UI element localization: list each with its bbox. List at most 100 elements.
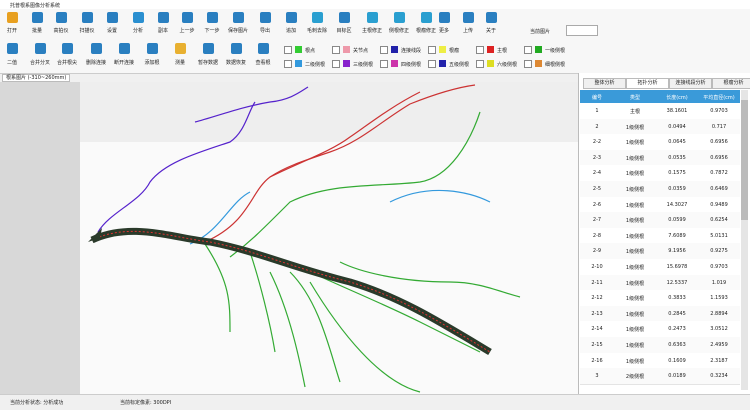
toolbar-button[interactable]: 高拍仪 <box>51 10 71 38</box>
table-row[interactable]: 2-2 1级侧根 0.0645 0.6956 <box>580 134 740 151</box>
table-row[interactable]: 2-7 1级侧根 0.0599 0.6254 <box>580 212 740 229</box>
root-image <box>80 82 578 394</box>
table-row[interactable]: 2-6 1级侧根 14.3027 0.9489 <box>580 196 740 214</box>
toolbar-icon <box>463 12 474 23</box>
status-dpi: 当前标定像素: 300DPI <box>120 400 172 406</box>
table-cell: 0.0535 <box>668 154 686 161</box>
legend-item[interactable]: 四级侧根 <box>380 59 426 68</box>
table-row[interactable]: 2-13 1级侧根 0.2845 2.8894 <box>580 305 740 323</box>
toolbar-icon <box>91 43 102 54</box>
table-cell: 0.0359 <box>668 186 686 192</box>
toolbar-button[interactable]: 主根修正 <box>362 10 382 38</box>
legend-item[interactable]: 关节点 <box>332 45 378 54</box>
toolbar-icon <box>258 43 269 54</box>
toolbar-button[interactable]: 目标区 <box>334 10 354 38</box>
panel-tab[interactable]: 根瘤分析 <box>712 78 750 89</box>
toolbar-button[interactable]: 合并分叉 <box>28 40 52 68</box>
table-row[interactable]: 3 2级侧根 0.0189 0.3234 <box>580 368 740 385</box>
checkbox <box>284 46 292 54</box>
legend-item[interactable]: 五级侧根 <box>428 59 474 68</box>
table-row[interactable]: 2-11 1级侧根 12.5337 1.019 <box>580 274 740 292</box>
toolbar-button[interactable]: 下一步 <box>202 10 222 38</box>
scrollbar[interactable] <box>741 90 748 390</box>
legend-swatch <box>295 60 302 67</box>
checkbox <box>332 46 340 54</box>
table-row[interactable]: 2-14 1级侧根 0.2473 3.0512 <box>580 321 740 338</box>
toolbar-icon <box>182 12 193 23</box>
toolbar-button[interactable]: 设置 <box>102 10 122 38</box>
panel-tab[interactable]: 拓扑分析 <box>626 78 669 89</box>
toolbar-label: 合并根尖 <box>56 60 77 66</box>
table-body: 1 主根 38.1601 0.9703 2 1级侧根 0.0494 0.717 2-2 1级侧根 0… <box>580 103 740 393</box>
toolbar-icon <box>312 12 323 23</box>
toolbar-label: 扫描仪 <box>79 28 95 34</box>
toolbar-button[interactable]: 分析 <box>128 10 148 38</box>
legend-swatch <box>487 60 494 67</box>
legend-item[interactable]: 六级侧根 <box>476 59 522 68</box>
toolbar-button[interactable]: 追加 <box>281 10 301 38</box>
legend-label: 一级侧根 <box>545 48 566 54</box>
table-cell: 2级侧根 <box>625 374 645 381</box>
toolbar-button[interactable]: 暂存数据 <box>196 40 220 68</box>
table-row[interactable]: 2-4 1级侧根 0.1575 0.7872 <box>580 165 740 182</box>
table-row[interactable]: 2-3 1级侧根 0.0535 0.6956 <box>580 149 740 167</box>
panel-tab[interactable]: 整体分析 <box>583 78 626 89</box>
toolbar-button[interactable]: 添加根 <box>140 40 164 68</box>
table-cell: 0.0645 <box>668 139 686 146</box>
image-tab[interactable]: 根系图片 (-310~260mm) <box>2 74 71 82</box>
toolbar-button[interactable]: 导出 <box>255 10 275 38</box>
table-row[interactable]: 1 主根 38.1601 0.9703 <box>580 103 740 120</box>
toolbar-button[interactable]: 上一步 <box>177 10 197 38</box>
toolbar-button[interactable]: 保存图片 <box>228 10 248 38</box>
toolbar-button[interactable]: 删除连接 <box>84 40 108 68</box>
toolbar-button[interactable]: 断开连接 <box>112 40 136 68</box>
toolbar-button[interactable]: 更多 <box>434 10 454 38</box>
toolbar-button[interactable]: 关于 <box>481 10 501 38</box>
table-cell: 2-3 <box>592 154 602 161</box>
table-cell: 7.6089 <box>668 232 686 239</box>
toolbar-label: 暂存数据 <box>197 60 218 66</box>
panel-tabs: 整体分析 拓扑分析 连接线段分析 根瘤分析 <box>579 78 750 89</box>
table-row[interactable]: 2-9 1级侧根 9.1956 0.9275 <box>580 243 740 260</box>
toolbar-button[interactable]: 扫描仪 <box>77 10 97 38</box>
table-row[interactable]: 2-8 1级侧根 7.6089 5.0131 <box>580 227 740 245</box>
legend-item[interactable]: 二级侧根 <box>284 59 330 68</box>
toolbar-button[interactable]: 批量 <box>27 10 47 38</box>
legend-item[interactable]: 主根 <box>476 45 522 54</box>
legend-item[interactable]: 细根侧根 <box>524 59 570 68</box>
legend-label: 根点 <box>305 48 316 54</box>
toolbar-button[interactable]: 数据恢复 <box>224 40 248 68</box>
table-cell: 0.9703 <box>710 108 728 114</box>
table-cell: 2-15 <box>591 342 603 348</box>
table-row[interactable]: 2 1级侧根 0.0494 0.717 <box>580 118 740 136</box>
table-cell: 2-5 <box>592 186 602 192</box>
toolbar-button[interactable]: 打开 <box>2 10 22 38</box>
toolbar-icon <box>439 12 450 23</box>
legend-item[interactable]: 根点 <box>284 45 330 54</box>
table-cell: 2-4 <box>592 170 602 177</box>
table-row[interactable]: 2-5 1级侧根 0.0359 0.6469 <box>580 181 740 198</box>
toolbar-button[interactable]: 查看根 <box>251 40 275 68</box>
toolbar-button[interactable]: 合并根尖 <box>55 40 79 68</box>
legend-item[interactable]: 根瘤 <box>428 45 474 54</box>
toolbar-button[interactable]: 侧根修正 <box>389 10 409 38</box>
toolbar-button[interactable]: 根瘤修正 <box>416 10 436 38</box>
toolbar-label: 导出 <box>259 28 270 34</box>
table-row[interactable]: 2-12 1级侧根 0.3833 1.1593 <box>580 290 740 307</box>
table-row[interactable]: 2-16 1级侧根 0.1609 2.3187 <box>580 352 740 370</box>
toolbar-button[interactable]: 毛刺去除 <box>307 10 327 38</box>
toolbar-icon <box>286 12 297 23</box>
legend-item[interactable]: 连接线段 <box>380 45 426 54</box>
toolbar-button[interactable]: 二值 <box>0 40 24 68</box>
toolbar-button[interactable]: 测量 <box>168 40 192 68</box>
legend-item[interactable]: 一级侧根 <box>524 45 570 54</box>
image-select[interactable] <box>566 25 598 36</box>
table-row[interactable]: 2-10 1级侧根 15.6978 0.9703 <box>580 259 740 276</box>
table-row[interactable]: 2-15 1级侧根 0.6363 2.4959 <box>580 337 740 354</box>
toolbar-label: 上传 <box>462 28 473 34</box>
toolbar-button[interactable]: 上传 <box>458 10 478 38</box>
legend-item[interactable]: 三级侧根 <box>332 59 378 68</box>
toolbar-button[interactable]: 副本 <box>153 10 173 38</box>
panel-tab[interactable]: 连接线段分析 <box>669 78 712 89</box>
